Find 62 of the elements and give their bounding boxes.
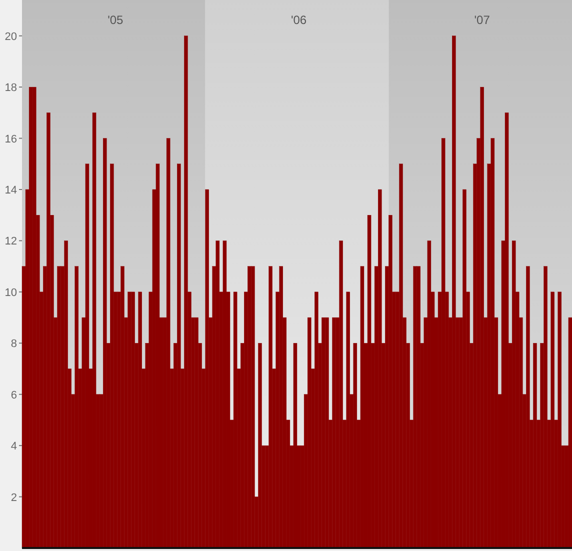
bar [558, 292, 562, 548]
bar [268, 266, 272, 548]
bar [184, 36, 188, 548]
bar [512, 240, 516, 548]
x-tick-label: '07 [474, 13, 490, 27]
bar [138, 292, 142, 548]
bar [166, 138, 170, 548]
bar [85, 164, 90, 548]
bar [416, 266, 420, 548]
bar [102, 138, 107, 548]
bar [550, 292, 554, 548]
bar [504, 112, 509, 548]
bar [233, 292, 238, 548]
bar [110, 164, 114, 548]
bar [413, 266, 417, 548]
y-tick-label: 20 [4, 30, 17, 43]
bar [526, 266, 530, 548]
bar [452, 36, 456, 548]
bar [353, 343, 358, 548]
bar [533, 343, 537, 548]
bar [46, 112, 50, 548]
bar [293, 343, 298, 548]
bar [156, 164, 160, 548]
bar [307, 317, 312, 548]
x-tick-label: '06 [290, 13, 307, 27]
bar [205, 189, 209, 548]
bar [222, 240, 227, 548]
bar [441, 138, 446, 548]
bar [216, 240, 220, 548]
bar [544, 266, 548, 548]
bar [251, 266, 255, 548]
bar [568, 317, 572, 548]
bar [64, 240, 68, 548]
bar [177, 164, 181, 548]
bar [367, 215, 372, 548]
bar [339, 240, 343, 548]
bar [92, 112, 96, 548]
y-tick-label: 10 [4, 286, 17, 299]
bar [346, 292, 350, 548]
bar [462, 189, 466, 548]
bar [325, 317, 329, 548]
y-tick-label: 4 [10, 440, 17, 453]
y-tick-label: 2 [10, 492, 17, 504]
y-tick-label: 8 [10, 338, 17, 350]
bar [427, 240, 432, 548]
y-tick-label: 14 [4, 184, 17, 196]
bar [480, 86, 484, 548]
bar [32, 86, 36, 548]
y-tick-label: 12 [4, 236, 17, 248]
bar [378, 189, 382, 548]
bar [74, 266, 79, 548]
bar [360, 266, 364, 548]
y-tick-label: 16 [4, 133, 17, 146]
bar [332, 317, 336, 548]
bar [258, 343, 262, 548]
bar [399, 164, 403, 548]
bar [28, 86, 33, 548]
bar [490, 138, 495, 548]
bar [314, 292, 318, 548]
x-tick-label: '05 [108, 13, 124, 27]
y-tick-label: 18 [4, 82, 17, 94]
y-tick-label: 6 [10, 389, 17, 402]
